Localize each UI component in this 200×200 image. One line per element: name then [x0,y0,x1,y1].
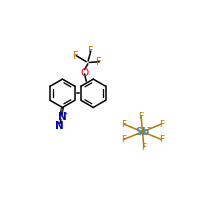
Text: F: F [141,143,146,152]
Text: F: F [159,120,164,129]
Text: O: O [81,68,89,78]
Text: F: F [88,46,94,56]
Text: Sb: Sb [135,127,150,137]
Text: –: – [147,123,151,132]
Text: N: N [58,112,67,122]
Text: ⁺: ⁺ [63,111,68,120]
Text: F: F [139,112,144,121]
Text: N: N [55,121,63,131]
Text: F: F [96,57,102,67]
Text: F: F [121,135,126,144]
Text: F: F [73,51,79,61]
Text: F: F [121,120,126,129]
Text: F: F [159,135,164,144]
